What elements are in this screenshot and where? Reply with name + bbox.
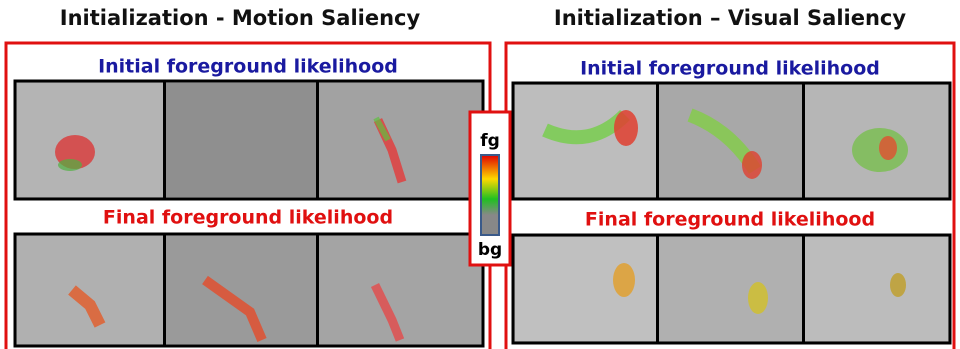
image-strip: [15, 234, 483, 346]
colorbar-legend: fg bg: [470, 112, 510, 265]
row-label: Initial foreground likelihood: [98, 56, 398, 78]
image-strip: [15, 81, 483, 199]
row-label: Final foreground likelihood: [585, 209, 875, 231]
left-title: Initialization - Motion Saliency: [60, 6, 421, 30]
figure: Initialization - Motion Saliency Initial…: [0, 0, 960, 349]
legend-label: bg: [478, 240, 502, 260]
row-label: Final foreground likelihood: [103, 207, 393, 229]
legend-label: fg: [480, 131, 500, 151]
right-title: Initialization – Visual Saliency: [554, 6, 906, 30]
image-strip: [513, 235, 950, 343]
image-strip: [513, 83, 950, 199]
row-label: Initial foreground likelihood: [580, 58, 880, 80]
